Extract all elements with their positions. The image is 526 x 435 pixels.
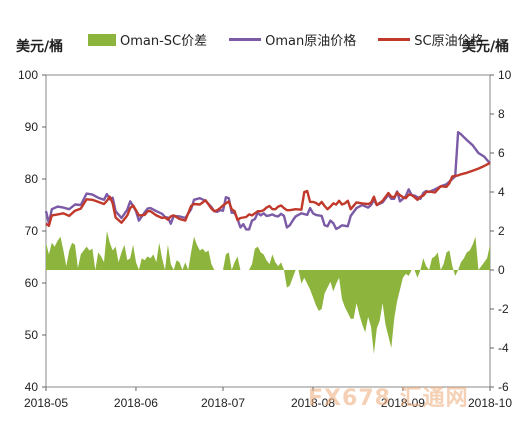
legend-label-spread: Oman-SC价差 [120,34,208,49]
right-axis-tick-label: -4 [498,341,509,355]
legend-item-sc: SC原油价格 [378,30,484,49]
left-axis-tick-label: 40 [25,380,39,394]
x-axis-tick-label: 2018-07 [201,396,245,410]
right-axis-tick-label: -6 [498,380,509,394]
legend-swatch-oman [229,38,262,41]
series-area-oman-sc-spread [46,231,490,354]
right-axis-tick-label: 0 [498,263,505,277]
x-axis-tick-label: 2018-06 [114,396,158,410]
x-axis-tick-label: 2018-05 [24,396,68,410]
x-axis-tick-label: 2018-08 [291,396,335,410]
legend-label-oman: Oman原油价格 [265,34,357,49]
x-axis-tick-label: 2018-10 [468,396,512,410]
right-axis-tick-label: 2 [498,224,505,238]
legend-swatch-spread [88,33,116,46]
right-axis-tick-label: 6 [498,146,505,160]
series-line-oman-price [44,130,491,231]
legend-swatch-sc [378,38,411,41]
series-line-sc-price [45,161,491,228]
left-axis-unit: 美元/桶 [16,39,64,55]
right-axis-tick-label: 8 [498,107,505,121]
legend: Oman-SC价差 Oman原油价格 SC原油价格 [88,30,506,49]
legend-label-sc: SC原油价格 [414,34,484,49]
right-axis-tick-label: 4 [498,185,505,199]
plot-frame [45,74,491,388]
right-axis-tick-label: -2 [498,302,509,316]
left-axis-tick-label: 90 [25,120,39,134]
legend-item-spread: Oman-SC价差 [88,30,207,49]
watermark: FX678 汇通网 [308,386,469,411]
left-axis-tick-label: 50 [25,328,39,342]
left-axis-tick-label: 60 [25,276,39,290]
right-axis-tick-label: 10 [498,68,512,82]
legend-item-oman: Oman原油价格 [229,30,356,49]
left-axis-tick-label: 80 [25,172,39,186]
left-axis-tick-label: 100 [18,68,38,82]
right-axis-unit: 美元/桶 [462,39,510,55]
left-axis-tick-label: 70 [25,224,39,238]
x-axis-tick-label: 2018-09 [381,396,425,410]
